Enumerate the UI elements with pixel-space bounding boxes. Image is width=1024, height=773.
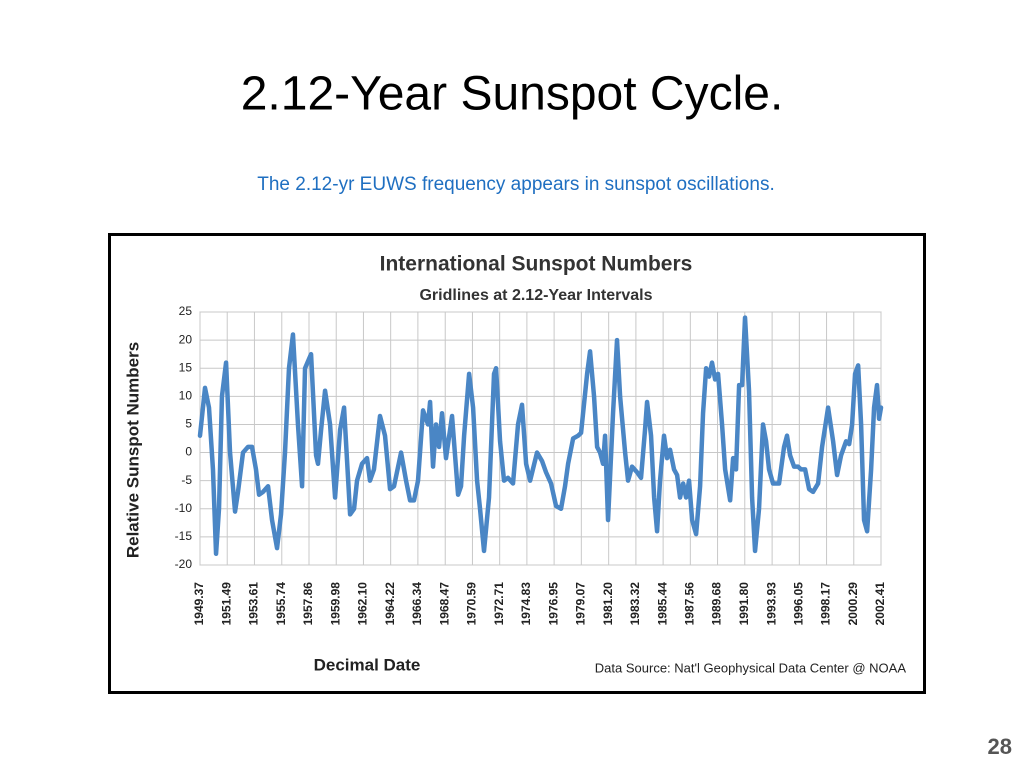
x-tick-label: 1951.49 <box>219 582 233 626</box>
slide-title: 2.12-Year Sunspot Cycle. <box>241 68 784 121</box>
y-tick-label: 10 <box>179 389 193 403</box>
x-tick-label: 1955.74 <box>274 582 288 626</box>
x-tick-label: 1976.95 <box>546 582 560 626</box>
x-tick-label: 1972.71 <box>492 582 506 626</box>
plot-area: -20 -15 -10 -5 0 5 10 15 20 25 1949.37 1951.49 1953.… <box>175 304 888 625</box>
y-tick-label: 20 <box>179 332 193 346</box>
x-tick-label: 1981.20 <box>601 582 615 626</box>
y-tick-label: 0 <box>185 445 192 459</box>
y-tick-label: 15 <box>179 360 193 374</box>
x-tick-label: 1970.59 <box>465 582 479 626</box>
y-tick-label: 5 <box>185 417 192 431</box>
data-source: Data Source: Nat'l Geophysical Data Cent… <box>595 660 907 675</box>
x-tick-label: 1993.93 <box>764 582 778 626</box>
x-tick-label: 1966.34 <box>410 582 424 626</box>
y-tick-label: -20 <box>175 557 193 571</box>
x-tick-label: 1983.32 <box>628 582 642 626</box>
y-tick-label: -15 <box>175 529 193 543</box>
slide-subtitle: The 2.12-yr EUWS frequency appears in su… <box>257 174 774 195</box>
x-tick-label: 1985.44 <box>655 582 669 626</box>
x-tick-label: 1998.17 <box>819 582 833 626</box>
y-tick-label: -5 <box>181 473 192 487</box>
chart-title: International Sunspot Numbers <box>380 253 693 276</box>
x-tick-label: 1953.61 <box>247 582 261 626</box>
x-tick-label: 1949.37 <box>192 582 206 626</box>
x-tick-label: 2000.29 <box>846 582 860 626</box>
x-tick-label: 1962.10 <box>356 582 370 626</box>
y-tick-label: 25 <box>179 304 193 318</box>
y-tick-label: -10 <box>175 501 193 515</box>
x-tick-label: 1987.56 <box>683 582 697 626</box>
x-tick-label: 2002.41 <box>873 582 887 626</box>
x-tick-label: 1996.05 <box>792 582 806 626</box>
x-tick-label: 1974.83 <box>519 582 533 626</box>
x-tick-label: 1959.98 <box>328 582 342 626</box>
x-tick-label: 1991.80 <box>737 582 751 626</box>
x-tick-label: 1968.47 <box>437 582 451 626</box>
page-number: 28 <box>988 734 1012 759</box>
x-tick-label: 1957.86 <box>301 582 315 626</box>
x-tick-label: 1989.68 <box>710 582 724 626</box>
x-tick-label: 1979.07 <box>574 582 588 626</box>
x-tick-label: 1964.22 <box>383 582 397 626</box>
x-axis-label: Decimal Date <box>314 655 421 674</box>
chart-subtitle: Gridlines at 2.12-Year Intervals <box>419 287 652 304</box>
y-axis-label: Relative Sunspot Numbers <box>123 342 142 558</box>
data-line <box>197 315 884 557</box>
